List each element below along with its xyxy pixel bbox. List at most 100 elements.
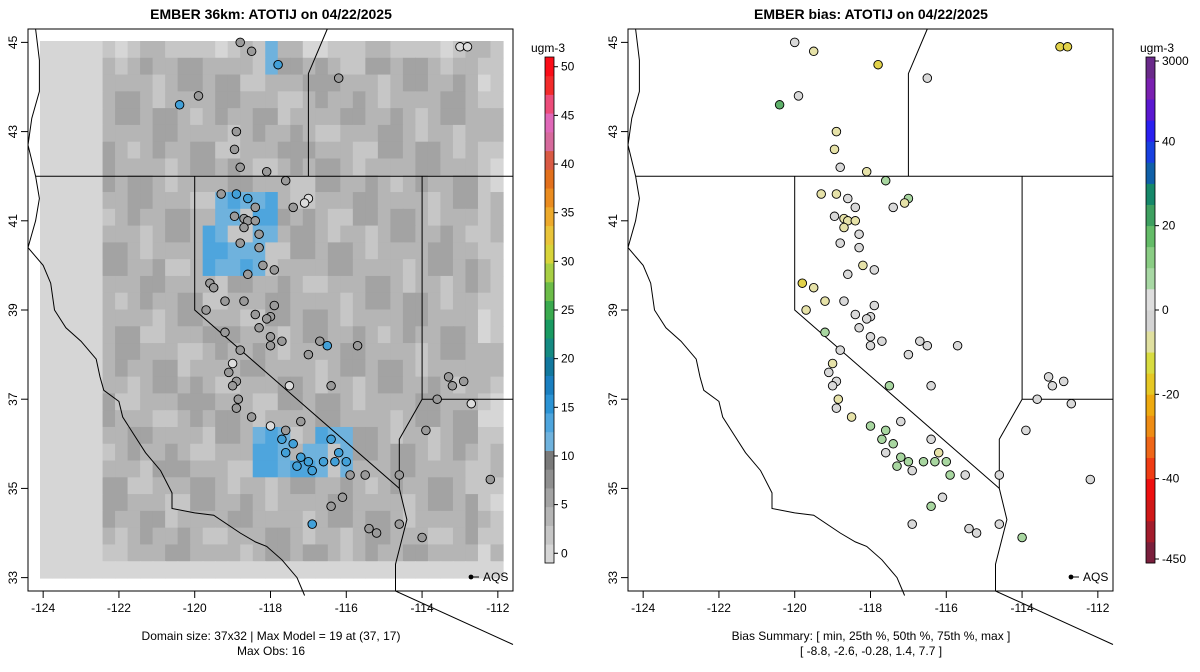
left-observation-marker (269, 265, 280, 275)
left-observation-marker (250, 202, 261, 213)
right-x-tick-label: -122 (707, 601, 731, 615)
left-colorbar: 0 5 10 15 20 25 30 35 40 45 50 (544, 56, 575, 564)
right-observation-marker (831, 126, 842, 137)
right-observation-marker (896, 416, 906, 427)
left-colorbar-segment (545, 319, 554, 339)
right-observation-marker (918, 456, 929, 467)
left-observation-marker (243, 269, 253, 280)
left-y-tick-label: 33 (6, 571, 20, 585)
left-observation-marker (201, 305, 211, 315)
right-colorbar-segment (1146, 394, 1155, 416)
right-observation-marker (1058, 376, 1069, 387)
right-observation-marker (854, 229, 864, 239)
right-observation-marker (994, 470, 1005, 480)
left-colorbar-segment (545, 169, 554, 189)
right-observation-marker (994, 519, 1005, 529)
left-y-tick-label: 39 (6, 303, 20, 317)
left-observation-marker (341, 456, 352, 467)
right-colorbar-segment (1146, 520, 1155, 543)
left-observation-marker (233, 394, 244, 404)
right-observation-marker (1043, 372, 1054, 382)
left-observation-marker (193, 91, 204, 101)
right-observation-marker (843, 269, 853, 280)
left-observation-marker (322, 340, 333, 351)
left-y-tick-label: 43 (6, 125, 20, 139)
left-observation-marker (280, 425, 291, 436)
left-colorbar-segment (545, 431, 554, 451)
right-observation-marker (899, 198, 910, 208)
right-x-tick-label: -124 (631, 601, 655, 615)
right-observation-marker (903, 349, 914, 360)
right-observation-marker (827, 358, 838, 369)
right-observation-marker (793, 91, 804, 101)
left-observation-marker (220, 327, 230, 338)
left-observation-marker (288, 202, 298, 213)
right-map-frame (627, 28, 1114, 592)
left-x-tick-label: -114 (410, 601, 433, 615)
left-observation-marker (216, 189, 226, 199)
left-observation-marker (227, 358, 238, 369)
right-observation-marker (850, 309, 861, 320)
right-observation-marker (824, 367, 834, 378)
right-observation-marker (820, 296, 830, 306)
left-observation-marker (265, 340, 276, 351)
right-colorbar-segment (1146, 78, 1155, 100)
right-colorbar-tick-label: 0 (1162, 303, 1169, 317)
left-colorbar-segment (545, 57, 554, 77)
left-observation-marker (261, 314, 272, 324)
right-network-label: AQS (1083, 570, 1108, 584)
right-observation-marker (952, 340, 963, 351)
left-observation-marker (432, 394, 442, 404)
left-observation-marker (277, 434, 287, 445)
right-colorbar-tick-label: 3000 (1162, 54, 1189, 68)
left-colorbar-tick-label: 40 (561, 157, 575, 171)
left-colorbar-segment (545, 413, 554, 433)
right-observation-marker (829, 144, 840, 155)
left-x-axis: -124 -122 -120 -118 -116 -114 -112 (31, 591, 510, 615)
left-observation-marker (235, 37, 245, 48)
left-network-label: AQS (483, 570, 508, 584)
left-colorbar-tick-label: 25 (561, 303, 575, 317)
right-colorbar-segment (1146, 352, 1155, 374)
right-colorbar-segment (1146, 162, 1155, 184)
left-colorbar-segment (545, 525, 554, 545)
right-y-tick-label: 41 (606, 214, 620, 228)
left-observation-marker (417, 532, 427, 543)
right-observation-marker (835, 162, 845, 173)
left-observation-marker (261, 166, 272, 177)
right-colorbar-segment (1146, 246, 1155, 269)
left-footer-domain: Domain size: 37x32 | Max Model = 19 at (… (142, 629, 401, 643)
right-observation-marker (960, 470, 970, 480)
right-observation-marker (835, 238, 845, 248)
right-observation-marker (1021, 425, 1031, 436)
left-observation-marker (239, 296, 249, 306)
left-observation-marker (333, 73, 344, 83)
right-observation-marker (907, 519, 917, 529)
left-observation-marker (462, 42, 473, 52)
right-observation-marker (833, 394, 844, 404)
right-observation-marker (843, 193, 853, 204)
left-observation-marker (246, 412, 257, 422)
left-colorbar-segment (545, 544, 554, 564)
left-observation-marker (458, 376, 469, 387)
left-y-tick-label: 41 (6, 214, 20, 228)
right-colorbar-segment (1146, 288, 1155, 311)
left-observation-marker (371, 528, 382, 538)
right-colorbar-segment (1146, 183, 1155, 205)
right-footer-values: [ -8.8, -2.6, -0.28, 1.4, 7.7 ] (800, 644, 942, 658)
right-observation-marker (964, 523, 974, 534)
left-footer-maxobs: Max Obs: 16 (237, 644, 305, 658)
left-observation-marker (333, 447, 344, 458)
right-x-tick-label: -116 (935, 601, 958, 615)
right-observation-marker (922, 340, 933, 351)
left-colorbar-tick-label: 5 (561, 498, 568, 512)
right-observation-marker (869, 265, 880, 275)
left-observation-marker (227, 381, 238, 391)
left-observation-marker (337, 492, 348, 503)
left-observation-marker (485, 474, 496, 485)
left-observation-marker (326, 501, 336, 512)
right-observation-marker (877, 336, 887, 346)
right-observation-marker (865, 340, 876, 351)
right-colorbar-segment (1146, 415, 1155, 437)
